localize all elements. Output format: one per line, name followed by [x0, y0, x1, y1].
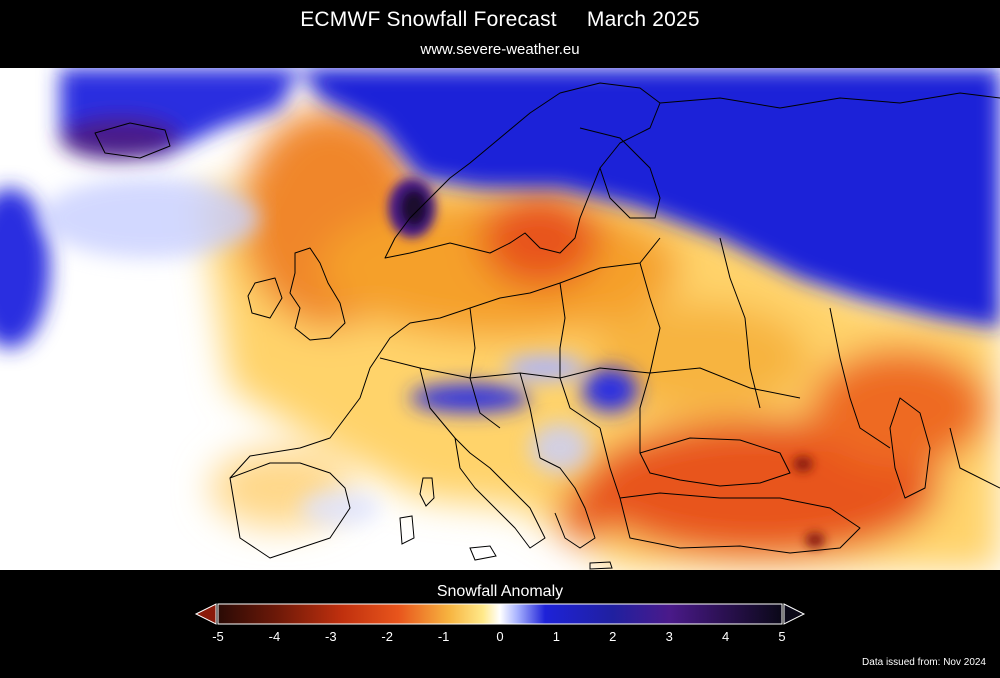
source-url: www.severe-weather.eu	[420, 41, 580, 58]
triangle-right-icon	[783, 603, 806, 625]
colorbar-tick-label: -5	[212, 629, 224, 644]
colorbar-tick-label: 5	[778, 629, 786, 644]
colorbar-tick-label: -4	[268, 629, 281, 644]
colorbar-tick-label: 4	[721, 629, 730, 644]
triangle-left-icon	[194, 603, 217, 625]
colorbar	[194, 603, 806, 625]
snowfall-anomaly-map	[0, 68, 1000, 570]
colorbar-tick-label: -3	[325, 629, 337, 644]
colorbar-gradient	[217, 603, 783, 625]
title-main: ECMWF Snowfall Forecast	[300, 8, 557, 31]
colorbar-tick-label: -1	[437, 629, 450, 644]
colorbar-tick-label: 0	[496, 629, 504, 644]
legend-title: Snowfall Anomaly	[436, 583, 564, 600]
header: ECMWF Snowfall Forecast March 2025 www.s…	[0, 0, 1000, 68]
colorbar-tick-label: 2	[609, 629, 617, 644]
colorbar-tick-label: 3	[665, 629, 673, 644]
colorbar-tick-label: -2	[381, 629, 393, 644]
map-title: ECMWF Snowfall Forecast March 2025	[0, 8, 1000, 32]
issued-date: Data issued from: Nov 2024	[862, 657, 986, 668]
colorbar-tick-label: 1	[552, 629, 560, 644]
europe-map-icon	[0, 68, 1000, 570]
title-period: March 2025	[586, 8, 700, 31]
colorbar-ticks: -5 -4 -3 -2 -1 0 1 2 3 4 5	[0, 625, 1000, 645]
